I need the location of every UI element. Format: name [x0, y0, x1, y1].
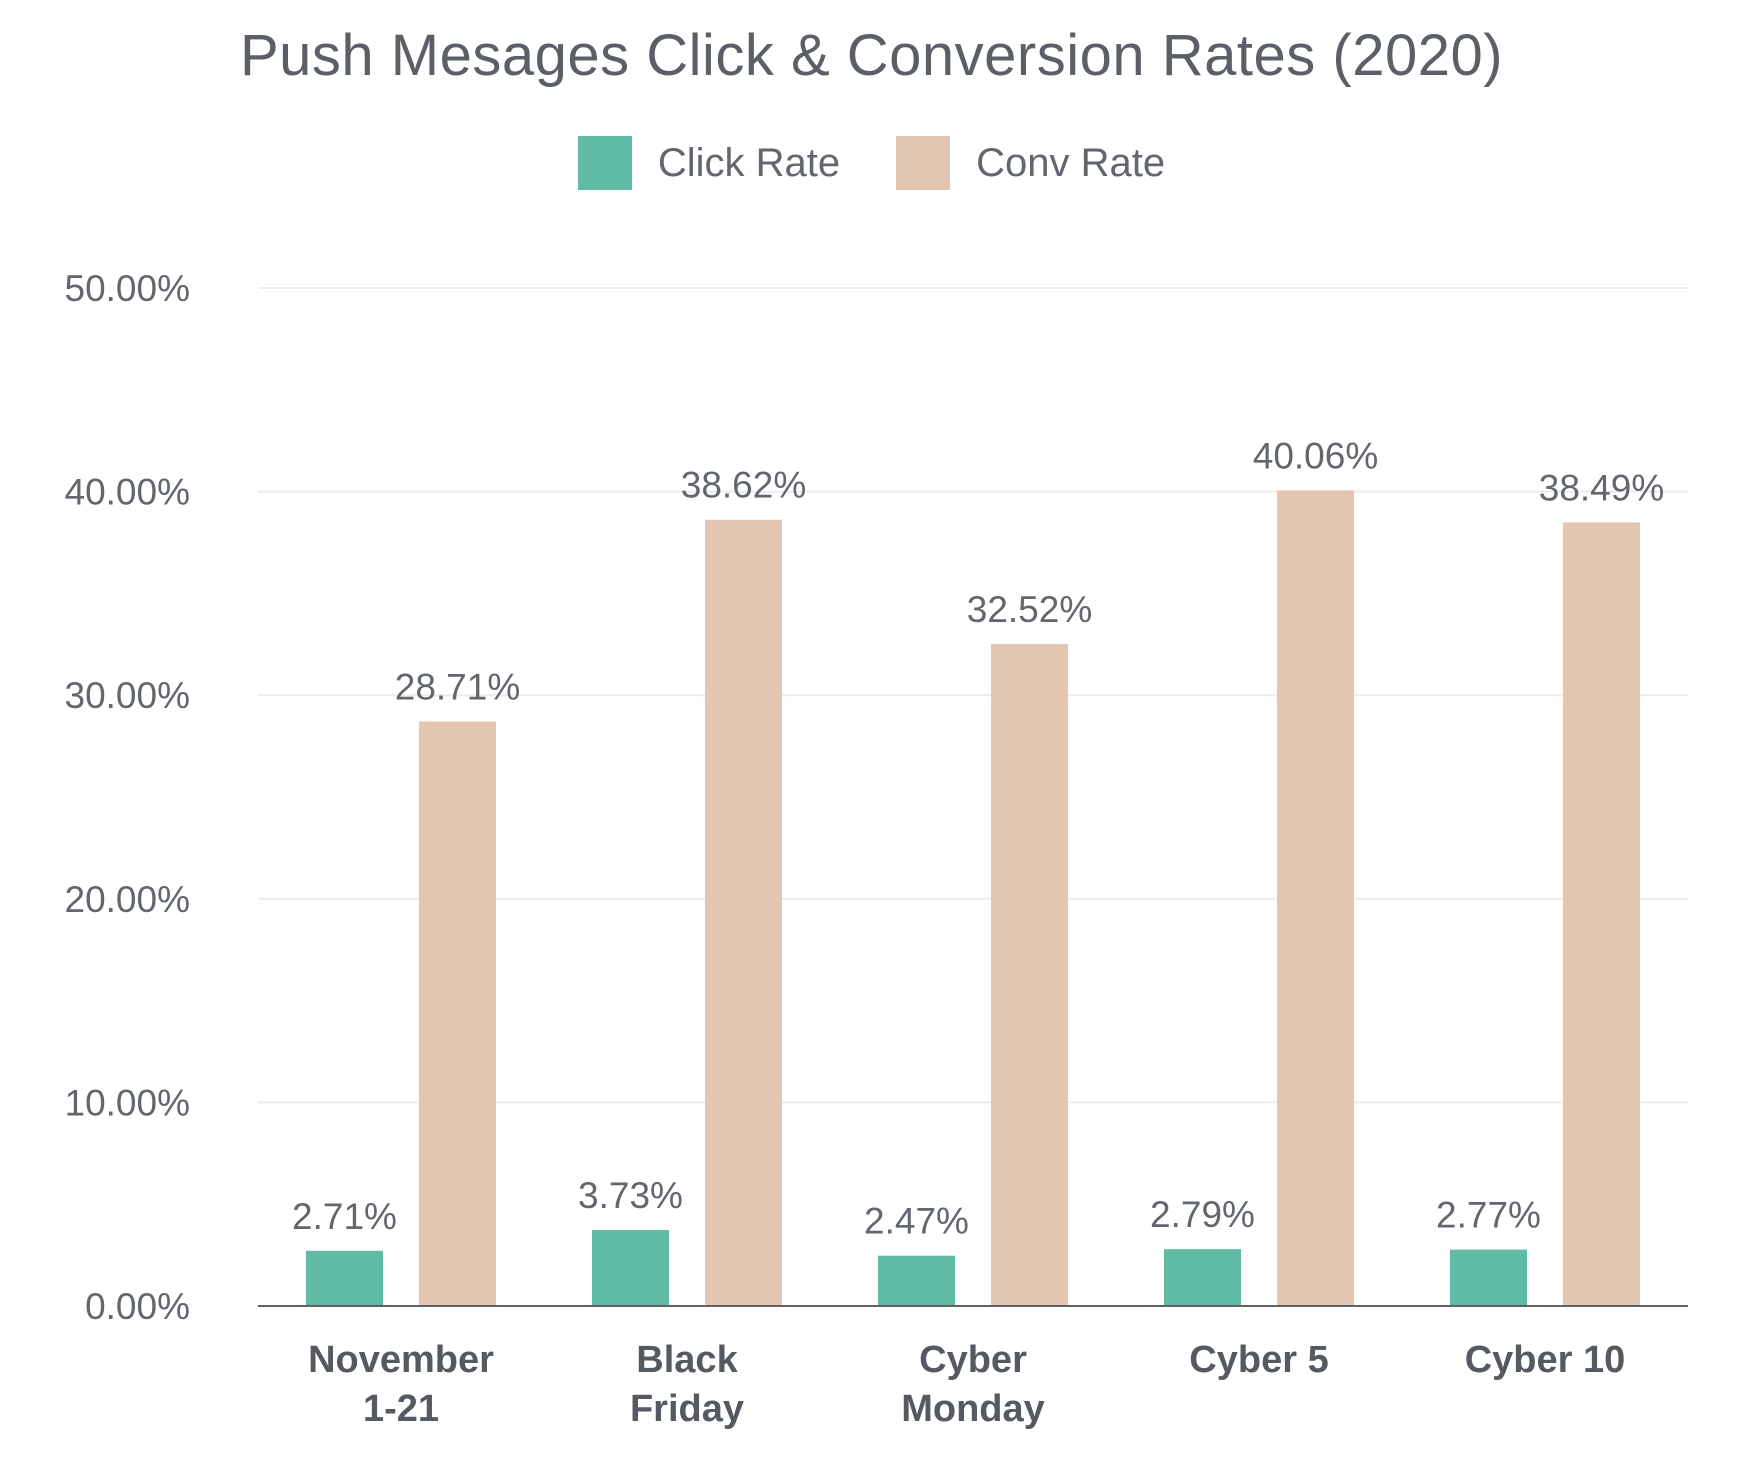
data-label-click-rate: 2.47% — [864, 1201, 969, 1242]
y-tick-label: 0.00% — [85, 1286, 190, 1327]
legend-item-click-rate: Click Rate — [577, 136, 841, 190]
y-tick-label: 50.00% — [65, 268, 191, 309]
bar-conv-rate — [705, 519, 782, 1306]
chart-title: Push Mesages Click & Conversion Rates (2… — [239, 23, 1504, 88]
data-label-conv-rate: 28.71% — [395, 666, 521, 707]
y-axis: 0.00% 10.00% 20.00% 30.00% 40.00% 50.00% — [65, 268, 191, 1327]
data-labels: 2.71% 28.71% 3.73% 38.62% 2.47% 32.52% 2.79% 40… — [292, 435, 1664, 1241]
legend-label-click-rate: Click Rate — [657, 140, 841, 185]
y-tick-label: 20.00% — [65, 879, 191, 920]
gridlines — [258, 287, 1688, 1104]
data-label-click-rate: 3.73% — [578, 1175, 683, 1216]
data-label-conv-rate: 38.49% — [1539, 467, 1665, 508]
x-tick-label: 1-21 — [363, 1388, 439, 1430]
bar-click-rate — [1164, 1249, 1241, 1306]
x-tick-label: November — [308, 1339, 494, 1381]
bar-conv-rate — [419, 721, 496, 1306]
bar-conv-rate — [1277, 490, 1354, 1306]
x-tick-label: Cyber — [919, 1339, 1027, 1381]
bar-click-rate — [878, 1255, 955, 1306]
x-tick-label: Cyber 5 — [1189, 1339, 1328, 1381]
y-tick-label: 30.00% — [65, 675, 191, 716]
legend-swatch-conv-rate — [896, 136, 951, 190]
y-tick-label: 10.00% — [65, 1082, 191, 1123]
bar-click-rate — [592, 1230, 669, 1306]
legend: Click Rate Conv Rate — [0, 136, 1743, 190]
legend-swatch-click-rate — [577, 136, 632, 190]
bar-click-rate — [1450, 1249, 1527, 1306]
bar-conv-rate — [1563, 522, 1640, 1306]
x-tick-label: Black — [636, 1339, 738, 1381]
data-label-conv-rate: 38.62% — [681, 465, 807, 506]
y-tick-label: 40.00% — [65, 472, 191, 513]
data-label-click-rate: 2.71% — [292, 1196, 397, 1237]
data-label-conv-rate: 40.06% — [1253, 435, 1379, 476]
data-label-conv-rate: 32.52% — [967, 589, 1093, 630]
data-label-click-rate: 2.79% — [1150, 1194, 1255, 1235]
x-axis: November 1-21 Black Friday Cyber Monday Cyber … — [258, 1305, 1688, 1430]
x-tick-label: Friday — [630, 1388, 744, 1430]
x-tick-label: Monday — [901, 1388, 1045, 1430]
bar-conv-rate — [991, 643, 1068, 1306]
data-label-click-rate: 2.77% — [1436, 1195, 1541, 1236]
bars — [306, 490, 1640, 1306]
legend-label-conv-rate: Conv Rate — [976, 140, 1166, 185]
legend-item-conv-rate: Conv Rate — [896, 136, 1165, 190]
bar-click-rate — [306, 1250, 383, 1306]
x-tick-label: Cyber 10 — [1465, 1339, 1626, 1381]
